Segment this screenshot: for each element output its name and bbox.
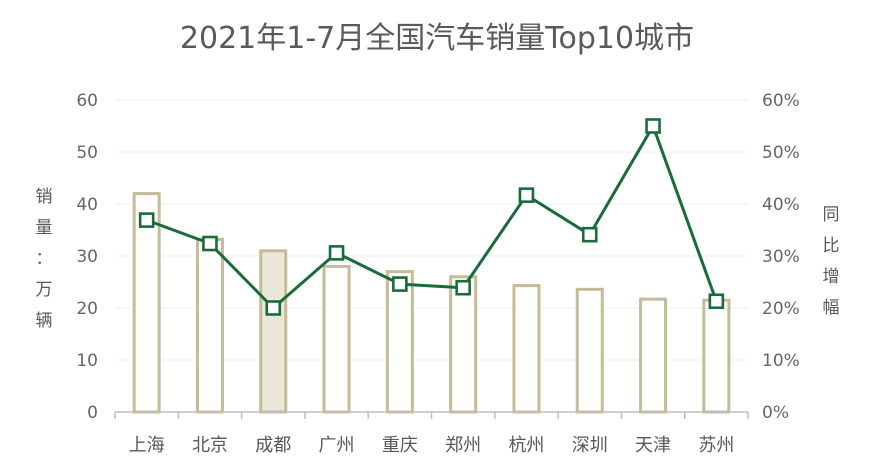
growth-marker (645, 118, 661, 134)
y-axis-title-char: ： (36, 249, 53, 269)
axes (114, 411, 749, 419)
growth-marker (202, 235, 218, 252)
y2-tick-label: 10% (762, 351, 800, 371)
y-axis-title-char: 辆 (36, 311, 53, 331)
y2-axis-title-char: 比 (823, 236, 840, 256)
growth-marker (138, 212, 155, 228)
growth-marker (328, 245, 345, 261)
y-axis-left-title: 销量 ： 万辆 (36, 187, 53, 331)
bars (132, 192, 731, 414)
bar (449, 275, 478, 414)
y-tick-label: 50 (76, 143, 98, 163)
growth-marker (265, 300, 282, 316)
bar (575, 287, 604, 414)
bar (702, 298, 731, 414)
growth-marker (392, 276, 408, 292)
bar (322, 264, 351, 414)
bar (639, 297, 668, 414)
growth-line-path (146, 124, 718, 310)
y-tick-label: 60 (76, 91, 98, 111)
bar (259, 249, 288, 414)
y2-axis-title-char: 幅 (823, 298, 840, 318)
category-label: 苏州 (698, 435, 734, 456)
y2-tick-label: 0% (762, 403, 789, 423)
category-label: 上海 (129, 435, 165, 456)
category-label: 成都 (255, 435, 291, 456)
y-tick-label: 0 (87, 403, 98, 423)
y-tick-label: 40 (76, 195, 98, 215)
y2-tick-label: 40% (762, 195, 800, 215)
bar (512, 284, 541, 414)
y-tick-label: 30 (76, 247, 98, 267)
growth-marker (708, 293, 725, 310)
growth-marker (455, 279, 471, 296)
category-label: 重庆 (382, 435, 418, 456)
y-axis-right-ticks: 0% 10% 20% 30% 40% 50% 60% (762, 91, 800, 423)
category-label: 郑州 (445, 435, 481, 456)
y-axis-title-char: 万 (36, 280, 53, 300)
y-axis-title-char: 量 (36, 218, 53, 238)
y2-tick-label: 60% (762, 91, 800, 111)
x-axis-categories: 上海 北京 成都 广州 重庆 郑州 杭州 深圳 天津 苏州 (129, 435, 735, 456)
y-tick-label: 20 (76, 299, 98, 319)
y-axis-title-char: 销 (36, 187, 53, 207)
y2-tick-label: 50% (762, 143, 800, 163)
growth-line (138, 118, 725, 316)
bar (195, 237, 224, 414)
category-label: 天津 (635, 435, 671, 456)
chart-title: 2021年1-7月全国汽车销量Top10城市 (180, 21, 694, 56)
y-tick-label: 10 (76, 351, 98, 371)
y2-tick-label: 20% (762, 299, 800, 319)
growth-marker (518, 187, 535, 203)
y2-tick-label: 30% (762, 247, 800, 267)
category-label: 广州 (319, 435, 355, 456)
y-axis-left-ticks: 0 10 20 30 40 50 60 (76, 91, 98, 423)
category-label: 杭州 (508, 435, 544, 456)
y2-axis-title-char: 同 (823, 205, 840, 225)
growth-marker (581, 226, 598, 243)
category-label: 深圳 (572, 435, 608, 456)
bar (385, 270, 414, 414)
y2-axis-title-char: 增 (823, 267, 840, 287)
category-label: 北京 (192, 435, 228, 456)
